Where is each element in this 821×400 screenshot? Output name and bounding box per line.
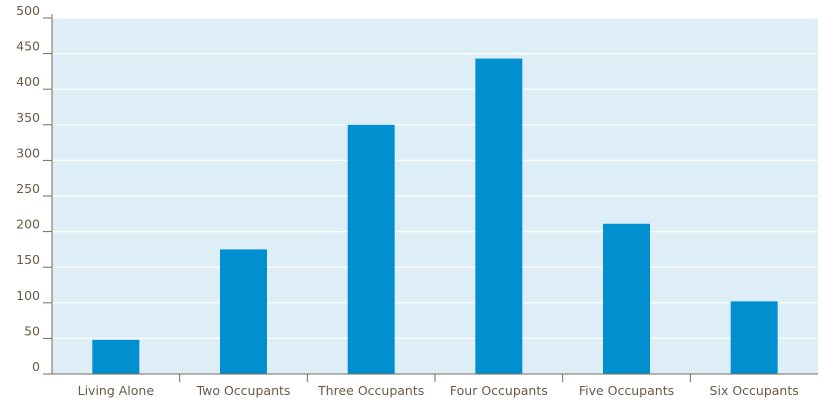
y-tick-label: 350 — [16, 110, 40, 125]
y-tick-label: 400 — [16, 74, 40, 89]
y-tick-label: 0 — [32, 359, 40, 374]
y-tick-label: 150 — [16, 252, 40, 267]
y-axis-ticks: 0 50 100 150 200 250 300 350 400 450 500 — [16, 3, 52, 375]
y-tick-label: 300 — [16, 145, 40, 160]
x-tick-label: Four Occupants — [450, 383, 548, 398]
x-tick-label: Living Alone — [78, 383, 155, 398]
bar-three-occupants — [347, 124, 395, 374]
x-tick-label: Six Occupants — [710, 383, 799, 398]
bar-two-occupants — [220, 249, 267, 374]
bar-living-alone — [92, 339, 140, 374]
bars — [92, 58, 778, 375]
x-tick-label: Three Occupants — [317, 383, 424, 398]
y-tick-label: 450 — [16, 39, 40, 54]
y-tick-label: 500 — [16, 3, 40, 18]
bar-four-occupants — [475, 58, 523, 375]
x-tick-label: Five Occupants — [579, 383, 674, 398]
y-tick-label: 100 — [16, 288, 40, 303]
y-tick-label: 250 — [16, 181, 40, 196]
gridlines — [52, 17, 818, 339]
x-tick-label: Two Occupants — [196, 383, 291, 398]
y-tick-label: 200 — [16, 217, 40, 232]
bar-five-occupants — [603, 223, 650, 374]
bar-six-occupants — [730, 301, 778, 374]
y-tick-label: 50 — [24, 323, 40, 338]
x-axis-ticks: Living Alone Two Occupants Three Occupants… — [78, 374, 799, 398]
